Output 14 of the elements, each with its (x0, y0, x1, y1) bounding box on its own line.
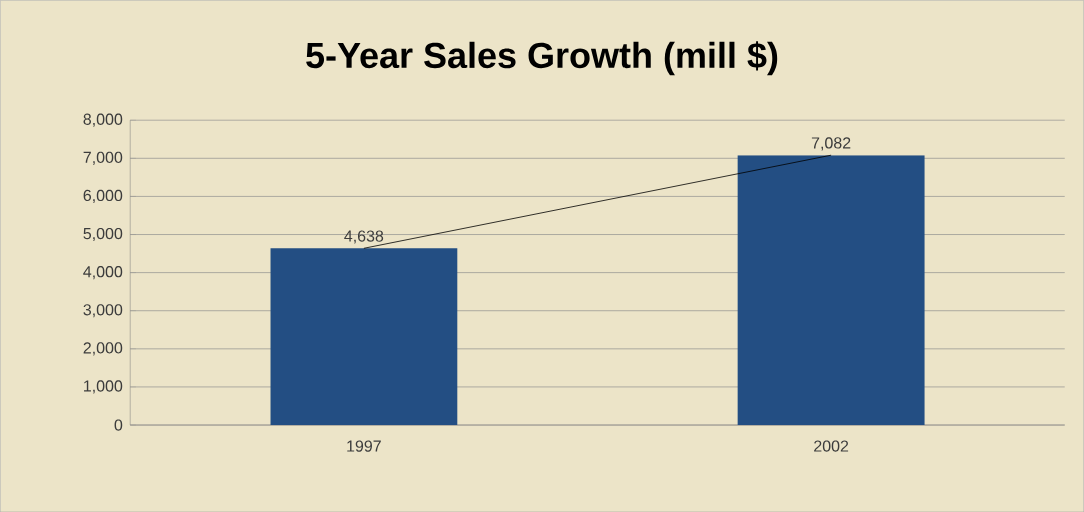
y-tick-label: 3,000 (83, 304, 123, 318)
y-tick-label: 2,000 (83, 342, 123, 356)
y-tick-label: 7,000 (83, 151, 123, 165)
y-tick-label: 5,000 (83, 227, 123, 241)
chart-title: 5-Year Sales Growth (mill $) (306, 41, 778, 76)
y-tick-label: 8,000 (83, 113, 123, 127)
y-tick-label: 4,000 (83, 265, 123, 280)
data-label: 4,638 (344, 230, 384, 244)
y-tick-label: 0 (114, 419, 123, 431)
x-tick-label: 2002 (814, 440, 849, 452)
data-label: 7,082 (811, 137, 851, 151)
y-tick-label: 1,000 (84, 380, 123, 394)
y-tick-label: 6,000 (83, 189, 123, 203)
x-tick-label: 1997 (347, 440, 381, 452)
